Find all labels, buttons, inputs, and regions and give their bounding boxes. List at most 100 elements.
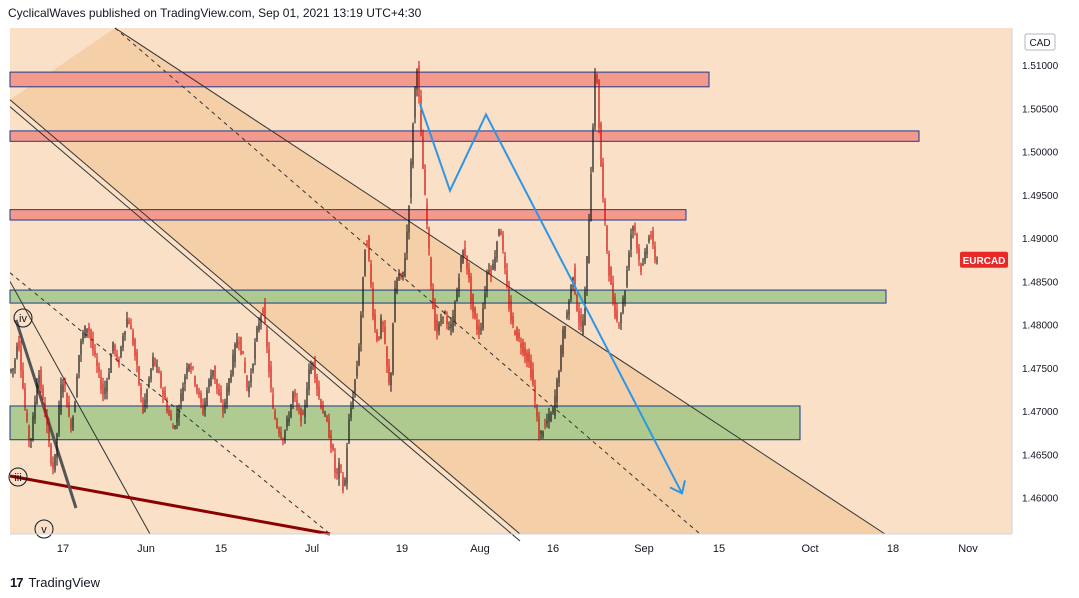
candle-body	[88, 327, 90, 332]
candle-body	[194, 376, 196, 385]
candle-body	[250, 375, 252, 383]
candle-body	[440, 321, 442, 323]
candle-body	[218, 389, 220, 396]
candle-body	[650, 235, 652, 238]
candle-body	[502, 234, 504, 250]
candle-body	[434, 303, 436, 330]
candle-body	[14, 360, 16, 368]
currency-label: CAD	[1029, 38, 1050, 49]
candle-body	[618, 324, 620, 326]
candle-body	[306, 388, 308, 407]
candle-body	[592, 127, 594, 171]
candle-body	[106, 381, 108, 392]
candle-body	[258, 323, 260, 330]
candle-body	[220, 392, 222, 402]
candle-body	[600, 123, 602, 167]
candle-body	[370, 264, 372, 285]
candle-body	[274, 411, 276, 419]
candle-body	[42, 388, 44, 397]
candle-body	[228, 378, 230, 393]
x-axis-ticks: 17 Jun 15 Jul 19 Aug 16 Sep 15 Oct 18 Nov	[57, 543, 978, 555]
candle-body	[634, 225, 636, 231]
x-tick-label: Jun	[137, 543, 155, 555]
candle-body	[278, 428, 280, 434]
candle-body	[158, 370, 160, 373]
candle-body	[82, 331, 84, 342]
candle-body	[156, 365, 158, 367]
candle-body	[608, 254, 610, 276]
candle-body	[452, 315, 454, 332]
wave-label: iii	[14, 472, 21, 484]
candle-body	[538, 417, 540, 441]
y-tick-label: 1.46500	[1022, 450, 1059, 461]
candle-body	[404, 257, 406, 277]
candle-body	[12, 368, 14, 371]
candle-body	[232, 354, 234, 375]
candle-body	[126, 318, 128, 327]
candle-body	[150, 368, 152, 380]
y-tick-label: 1.49000	[1022, 234, 1059, 245]
candle-body	[542, 431, 544, 437]
candle-body	[168, 410, 170, 415]
candle-body	[382, 322, 384, 325]
candle-body	[90, 329, 92, 342]
candle-body	[276, 419, 278, 428]
candle-body	[84, 325, 86, 338]
candle-body	[390, 372, 392, 386]
candle-body	[52, 461, 54, 469]
x-tick-label: 15	[713, 543, 725, 555]
candle-body	[462, 250, 464, 264]
last-price-badge	[960, 251, 1008, 268]
candle-body	[482, 308, 484, 329]
candle-body	[412, 124, 414, 166]
candle-body	[214, 365, 216, 381]
candle-body	[348, 419, 350, 443]
candle-body	[104, 387, 106, 394]
candle-body	[508, 288, 510, 309]
candle-body	[398, 273, 400, 280]
candle-body	[476, 320, 478, 330]
candle-body	[556, 380, 558, 403]
candle-body	[38, 375, 40, 384]
tradingview-logo-icon: 17	[10, 575, 24, 590]
candle-body	[362, 276, 364, 312]
candle-body	[336, 468, 338, 475]
candle-body	[216, 378, 218, 389]
candle-body	[16, 346, 18, 358]
y-axis-ticks: 1.51000 1.50500 1.50000 1.49500 1.49000 1.485…	[1022, 61, 1059, 504]
candle-body	[622, 298, 624, 313]
candle-body	[546, 420, 548, 424]
candle-body	[164, 390, 166, 400]
candle-body	[582, 320, 584, 334]
candle-body	[222, 406, 224, 413]
candle-body	[308, 369, 310, 390]
candle-body	[96, 359, 98, 366]
candle-body	[644, 251, 646, 262]
candle-body	[632, 226, 634, 231]
candle-body	[386, 346, 388, 367]
candle-body	[642, 264, 644, 266]
candle-body	[318, 386, 320, 398]
candle-body	[204, 401, 206, 410]
candle-body	[584, 291, 586, 325]
candle-body	[442, 316, 444, 318]
wave-projection	[419, 103, 683, 494]
candle-body	[50, 445, 52, 464]
candle-body	[470, 276, 472, 303]
currency-box	[1024, 33, 1056, 51]
candle-body	[326, 416, 328, 422]
candle-body	[200, 393, 202, 403]
candle-body	[552, 407, 554, 413]
candle-body	[602, 162, 604, 198]
candle-body	[116, 354, 118, 359]
candle-body	[614, 296, 616, 317]
candle-body	[596, 75, 598, 82]
candle-body	[152, 356, 154, 367]
candle-body	[414, 87, 416, 118]
candle-body	[110, 355, 112, 373]
candle-body	[408, 205, 410, 233]
candle-body	[108, 373, 110, 379]
candle-body	[154, 358, 156, 366]
candle-body	[410, 161, 412, 198]
